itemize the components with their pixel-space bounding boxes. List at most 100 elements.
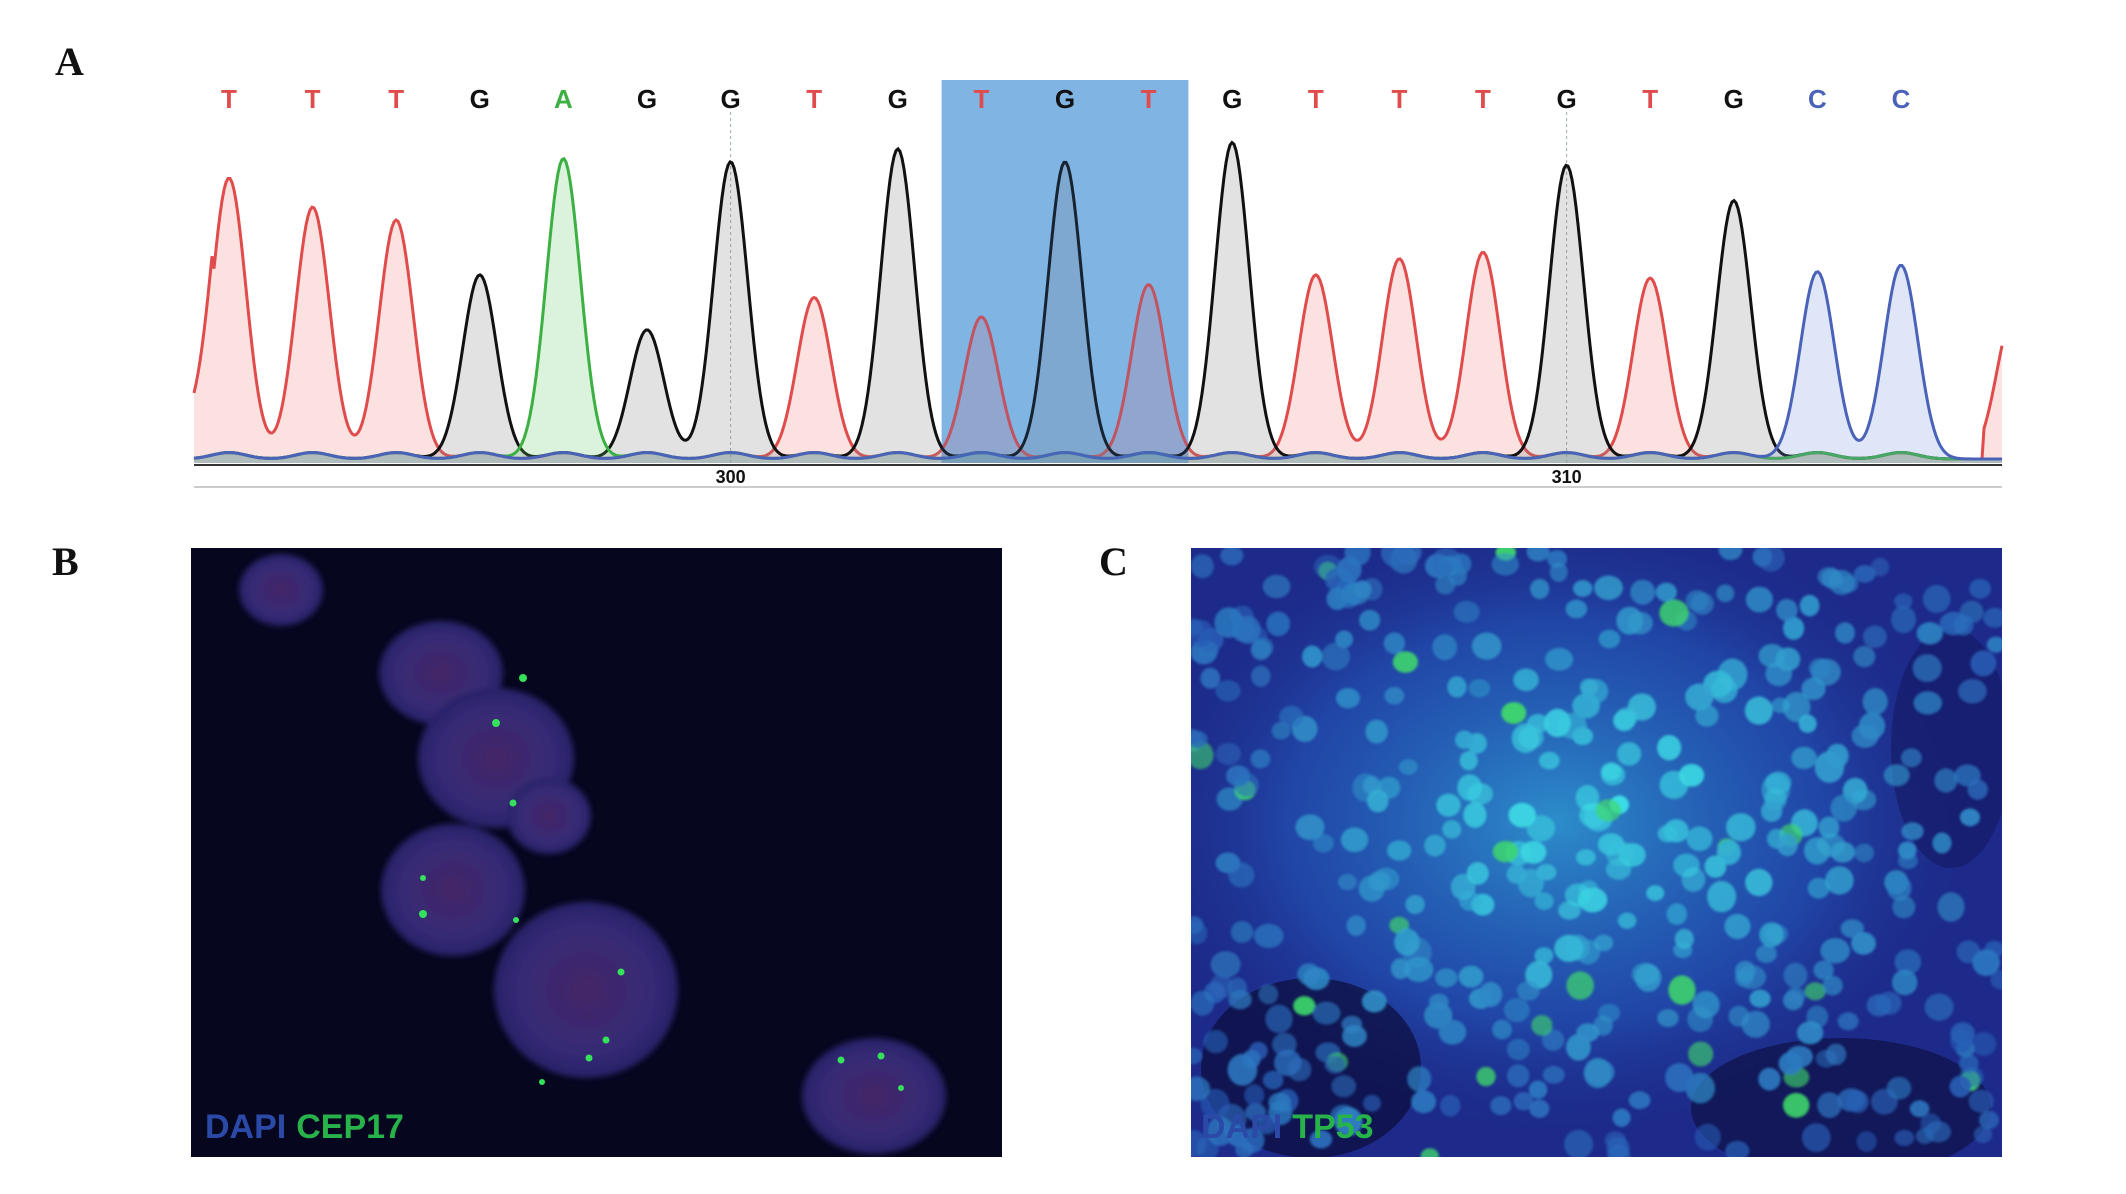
- dapi-nucleus: [1244, 1084, 1265, 1106]
- base-label: G: [1556, 84, 1576, 114]
- dapi-nucleus: [1685, 683, 1714, 711]
- dapi-nucleus: [1200, 667, 1221, 689]
- dapi-nucleus: [1554, 934, 1584, 962]
- dapi-nucleus: [1745, 586, 1773, 613]
- tp53-signal-nucleus: [1531, 1015, 1553, 1036]
- dapi-nucleus: [1383, 632, 1406, 654]
- dapi-nucleus: [1579, 678, 1599, 697]
- dapi-nucleus: [1821, 568, 1843, 589]
- dapi-nucleus: [1901, 822, 1924, 841]
- dapi-nucleus: [1778, 1052, 1803, 1075]
- dapi-nucleus: [1892, 895, 1916, 919]
- dapi-nucleus: [1835, 622, 1855, 644]
- dapi-nucleus: [1526, 714, 1550, 733]
- dapi-nucleus: [1894, 593, 1913, 609]
- dapi-nucleus: [1220, 548, 1244, 566]
- dapi-nucleus: [1657, 1009, 1679, 1028]
- dapi-nucleus: [1233, 773, 1259, 797]
- dapi-nucleus: [1924, 1121, 1952, 1143]
- dapi-nucleus: [1250, 639, 1272, 661]
- dapi-nucleus: [1549, 562, 1568, 582]
- base-label: T: [1391, 84, 1407, 114]
- dapi-nucleus: [1191, 990, 1215, 1016]
- dapi-nucleus: [1707, 880, 1737, 913]
- dapi-nucleus: [1808, 658, 1831, 679]
- base-label: G: [470, 84, 490, 114]
- dapi-nucleus: [1455, 730, 1474, 749]
- tick-label: 310: [1552, 467, 1582, 487]
- base-label: C: [1892, 84, 1911, 114]
- dapi-nucleus: [1704, 855, 1727, 878]
- cep17-signals: [419, 674, 904, 1091]
- dapi-nucleus: [1538, 751, 1560, 770]
- dapi-nucleus: [1215, 680, 1241, 702]
- dapi-nucleus: [1459, 891, 1482, 911]
- dapi-nucleus: [1983, 607, 2002, 628]
- dapi-nucleus: [1597, 833, 1625, 856]
- dapi-nucleus: [1435, 968, 1458, 988]
- dapi-nucleus: [1466, 862, 1489, 885]
- legend-c: DAPI TP53: [1201, 1108, 1384, 1147]
- dapi-nucleus: [1759, 922, 1784, 948]
- dapi-nucleus: [1617, 742, 1642, 766]
- dapi-nucleus: [1856, 1131, 1877, 1152]
- dapi-nucleus: [1686, 826, 1713, 851]
- dapi-nucleus: [1900, 748, 1922, 768]
- dapi-nucleus: [1744, 696, 1773, 725]
- dapi-nucleus: [1851, 932, 1876, 955]
- dapi-nucleus: [1536, 864, 1557, 881]
- dapi-nucleus: [1585, 1059, 1615, 1085]
- dapi-nucleus: [1820, 938, 1850, 964]
- base-label: T: [973, 84, 989, 114]
- base-label: T: [221, 84, 237, 114]
- dapi-nucleus: [1607, 1144, 1631, 1157]
- dapi-nucleus: [1598, 629, 1621, 649]
- fish-image-cep17: DAPI CEP17: [191, 548, 1002, 1157]
- dapi-nucleus: [1646, 885, 1665, 901]
- dapi-nucleus: [1227, 1053, 1258, 1086]
- dapi-nucleus: [1572, 693, 1600, 719]
- dapi-nucleus: [1725, 1140, 1750, 1157]
- dapi-nucleus: [1694, 1123, 1721, 1151]
- dapi-nucleus: [1692, 991, 1720, 1019]
- dapi-nucleus: [1594, 934, 1614, 952]
- dapi-nucleus: [1564, 1129, 1594, 1157]
- dapi-nucleus: [1959, 1053, 1979, 1073]
- dapi-nucleus: [1851, 724, 1879, 748]
- dapi-nucleus: [1657, 735, 1682, 761]
- base-label: T: [1642, 84, 1658, 114]
- dapi-nucleus: [1837, 1012, 1859, 1031]
- dapi-nucleus: [1334, 1107, 1363, 1136]
- base-label: T: [1308, 84, 1324, 114]
- dapi-nucleus: [1758, 643, 1786, 668]
- chromatogram-chart: T T T G A G G T G T G T G T T T G T G C C 300 310: [192, 80, 2004, 488]
- dapi-nucleus: [1544, 708, 1571, 738]
- dapi-nucleus: [1313, 554, 1343, 579]
- dapi-nucleus: [1854, 843, 1875, 863]
- dapi-nucleus: [1262, 1070, 1284, 1090]
- dapi-nucleus: [1346, 915, 1366, 937]
- dapi-nucleus: [1206, 1116, 1235, 1146]
- dapi-nucleus: [1870, 557, 1890, 577]
- dapi-nucleus: [1253, 923, 1284, 948]
- highlight-region: [941, 80, 1189, 463]
- dapi-nucleus: [1791, 746, 1817, 770]
- dapi-nucleus: [1922, 584, 1951, 614]
- dapi-nucleus: [1503, 998, 1530, 1023]
- legend-b: DAPI CEP17: [205, 1108, 414, 1147]
- dapi-nucleus: [1191, 619, 1214, 647]
- tp53-signal-nucleus: [1659, 599, 1689, 627]
- dapi-nucleus: [1757, 548, 1785, 572]
- tp53-signal-nucleus: [1293, 996, 1316, 1016]
- dapi-nucleus: [1894, 949, 1922, 975]
- dapi-nucleus: [1749, 989, 1771, 1008]
- tp53-signal-nucleus: [1783, 1092, 1810, 1118]
- base-label: G: [1222, 84, 1242, 114]
- dapi-nucleus: [1411, 1090, 1437, 1114]
- dapi-nucleus: [1513, 1092, 1534, 1111]
- panel-c-letter: C: [1099, 539, 1128, 584]
- dapi-nucleus: [1442, 820, 1462, 839]
- dapi-nucleus: [1830, 794, 1857, 822]
- dapi-nucleus: [1200, 1088, 1230, 1119]
- dapi-nucleus: [1782, 691, 1811, 723]
